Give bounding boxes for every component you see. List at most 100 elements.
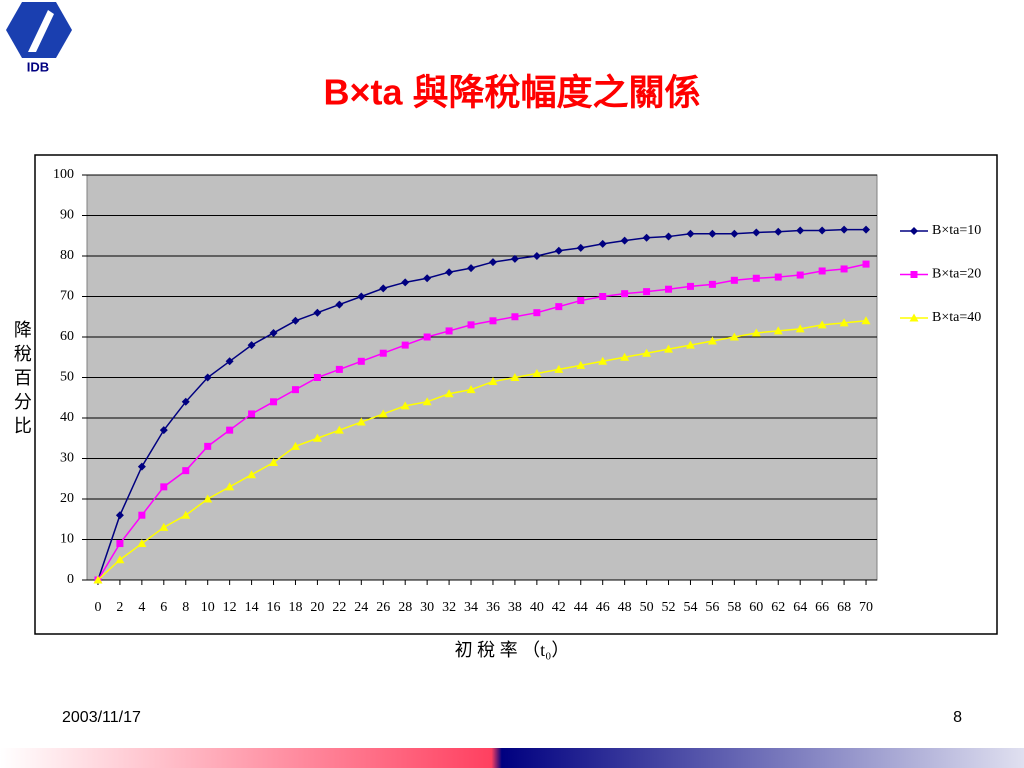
x-tick-label: 58 [727,600,741,615]
y-tick-label: 10 [60,532,74,547]
marker [577,297,585,305]
marker [225,357,234,366]
marker [422,397,432,406]
marker [599,293,607,300]
y-tick-label: 20 [60,491,74,506]
x-tick-label: 52 [662,600,676,615]
marker [466,385,476,394]
marker [532,368,542,377]
marker [621,290,629,298]
x-tick-label: 56 [705,600,719,615]
marker [910,227,918,235]
marker [248,410,256,418]
x-tick-label: 46 [596,600,610,615]
marker [312,433,322,442]
marker [226,426,234,434]
x-tick-label: 24 [354,600,368,615]
x-tick-label: 12 [223,600,237,615]
marker [225,482,235,491]
marker [488,377,498,386]
y-tick-label: 100 [53,167,74,182]
marker [909,313,919,322]
x-tick-label: 68 [837,600,851,615]
marker [818,226,827,235]
marker [313,374,321,381]
marker [817,320,827,329]
marker [400,401,410,410]
marker [181,397,190,406]
y-tick-label: 80 [60,248,74,263]
marker [510,254,519,263]
marker [664,232,673,241]
legend-label: B×ta=10 [932,223,981,238]
marker [752,274,760,282]
marker [445,327,453,335]
x-tick-label: 62 [771,600,785,615]
x-tick-label: 30 [420,600,434,615]
x-tick-label: 6 [160,600,167,615]
marker [708,229,717,238]
x-tick-label: 18 [288,600,302,615]
marker [576,243,585,252]
marker [204,442,212,450]
y-tick-label: 0 [67,572,74,587]
marker [247,470,257,479]
marker [488,258,497,267]
marker [620,352,630,361]
marker [93,575,103,584]
marker [510,373,520,381]
x-tick-label: 2 [116,600,123,615]
marker [511,313,519,321]
x-tick-label: 26 [376,600,390,615]
marker [862,260,870,268]
marker [730,276,738,284]
marker [269,458,279,467]
marker [401,341,409,349]
y-tick-label: 90 [60,208,74,223]
marker [334,425,344,434]
x-tick-label: 34 [464,600,478,615]
marker [840,225,849,234]
x-tick-label: 10 [201,600,215,615]
marker [643,288,651,296]
marker [423,274,432,283]
marker [620,236,629,245]
marker [708,280,716,288]
marker [137,462,146,471]
x-tick-label: 66 [815,600,829,615]
marker [335,365,343,373]
marker [642,348,652,357]
marker [598,356,608,365]
marker [555,303,563,311]
x-tick-label: 36 [486,600,500,615]
marker [685,340,695,349]
y-tick-label: 30 [60,451,74,466]
marker [269,328,278,337]
x-tick-label: 20 [310,600,324,615]
x-tick-label: 16 [267,600,281,615]
marker [203,494,213,503]
y-tick-label: 70 [60,289,74,304]
marker [861,316,871,325]
marker [291,386,299,394]
legend-label: B×ta=20 [932,267,981,282]
marker [840,265,848,273]
slide-title: B×ta 與降稅幅度之關係 [323,72,700,113]
x-tick-label: 42 [552,600,566,615]
x-tick-label: 40 [530,600,544,615]
logo-text: IDB [27,59,49,74]
y-tick-label: 50 [60,370,74,385]
x-tick-label: 60 [749,600,763,615]
logo: IDB [6,2,72,74]
legend-label: B×ta=40 [932,310,981,325]
x-tick-label: 8 [182,600,189,615]
marker [467,264,476,273]
marker [774,227,783,236]
marker [774,273,782,281]
x-axis-title: 初 稅 率 （t₀） [455,640,570,660]
marker [356,417,366,426]
marker [181,510,191,519]
marker [401,278,410,287]
y-tick-label: 60 [60,329,74,344]
